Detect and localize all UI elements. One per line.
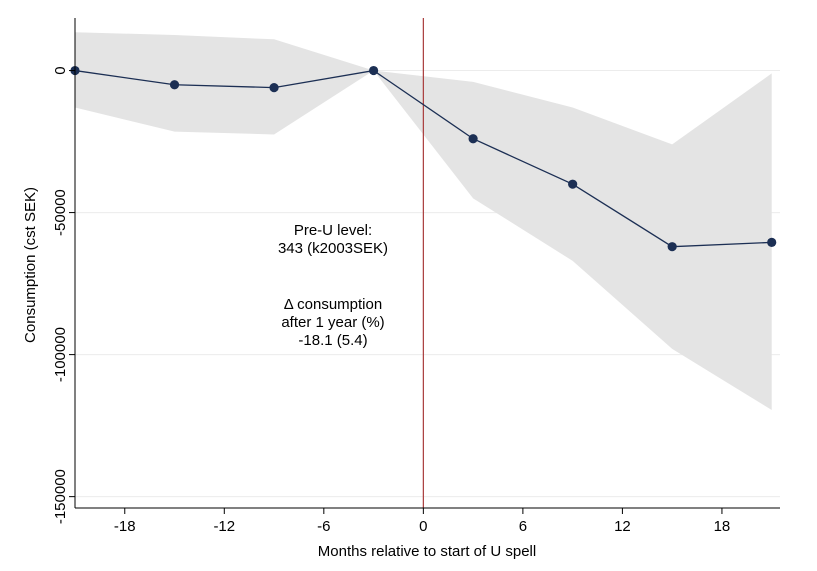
data-point	[368, 65, 379, 76]
annotation-line: 343 (k2003SEK)	[278, 240, 388, 257]
annotations: Pre-U level: 343 (k2003SEK) Δ consumption a…	[278, 222, 388, 349]
data-point	[667, 242, 677, 252]
annotation-text: Δ consumption after 1 year (%) -18.1 (5.4)	[281, 296, 384, 349]
axes	[69, 18, 780, 514]
y-tick-label: -50000	[52, 189, 69, 236]
confidence-band-layer	[75, 32, 772, 410]
x-tick-label: 6	[519, 518, 527, 535]
annotation-line: after 1 year (%)	[281, 314, 384, 331]
data-point	[767, 237, 777, 248]
tick-labels: 0 -50000 -100000 -150000 -18 -12 -6 0 6 12 18	[52, 66, 730, 535]
annotation-line: Pre-U level:	[294, 222, 372, 239]
x-axis-title: Months relative to start of U spell	[318, 543, 536, 560]
x-tick-label: 12	[614, 518, 631, 535]
x-tick-label: -18	[114, 518, 136, 535]
annotation-line: Δ consumption	[284, 296, 382, 313]
annotation-text: Pre-U level: 343 (k2003SEK)	[278, 222, 388, 257]
x-tick-label: -12	[213, 518, 235, 535]
marker-layer	[70, 65, 777, 252]
x-tick-label: -6	[317, 518, 330, 535]
y-tick-label: -150000	[52, 469, 69, 524]
data-point	[269, 82, 279, 93]
y-tick-label: -100000	[52, 327, 69, 382]
data-point	[568, 179, 578, 189]
x-tick-label: 0	[419, 518, 427, 535]
annotation-line: -18.1 (5.4)	[298, 332, 367, 349]
data-point	[468, 134, 478, 144]
y-tick-label: 0	[52, 66, 69, 74]
data-point	[169, 80, 180, 90]
consumption-line	[74, 69, 772, 248]
series-line-layer	[74, 69, 772, 248]
x-tick-label: 18	[714, 518, 731, 535]
confidence-band	[75, 32, 772, 410]
y-axis-title: Consumption (cst SEK)	[22, 187, 39, 343]
